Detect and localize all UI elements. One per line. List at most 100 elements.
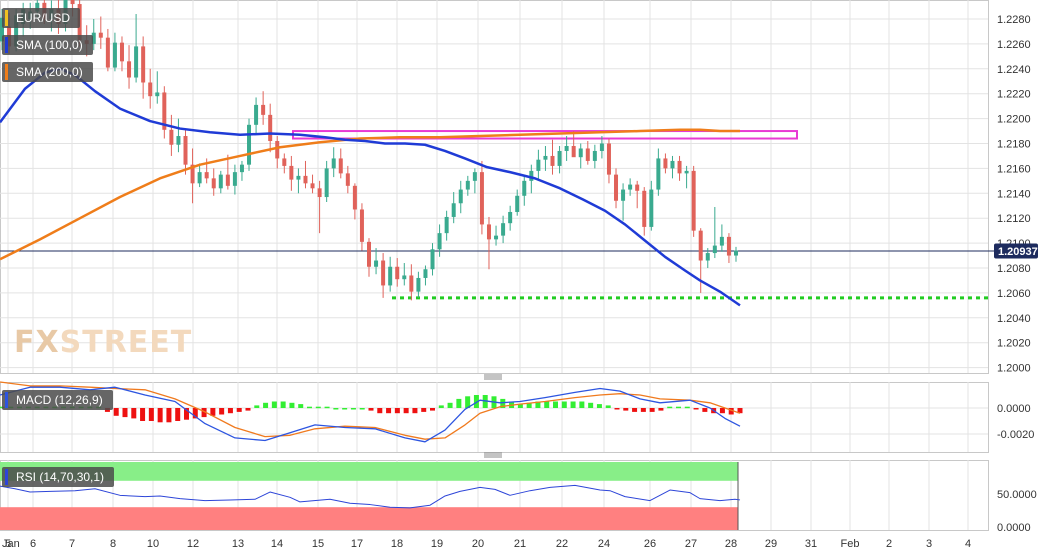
candle-body (324, 168, 329, 198)
sma100-line (0, 67, 741, 307)
price-axis-label: 1.2200 (997, 114, 1031, 126)
candle (564, 136, 569, 161)
price-axis-label: 1.2140 (997, 188, 1031, 200)
candle (705, 248, 710, 268)
macd-histogram-bar (412, 408, 418, 414)
candle-body (557, 150, 562, 166)
macd-histogram-bar (684, 406, 690, 409)
candle-body (0, 17, 4, 42)
candle (211, 168, 216, 196)
candle (190, 148, 195, 204)
legend-macd[interactable]: MACD (12,26,9) (2, 390, 113, 410)
candle (261, 91, 266, 125)
candle (677, 155, 682, 181)
candle (536, 149, 541, 181)
candle (232, 164, 237, 195)
candle-body (550, 155, 555, 166)
price-axis-label: 1.2280 (997, 14, 1031, 26)
candle-body (225, 174, 230, 186)
candle-body (345, 173, 350, 186)
candle (225, 154, 230, 190)
candle-body (105, 37, 110, 68)
macd-histogram-bar (702, 408, 708, 412)
candle-body (232, 172, 237, 186)
macd-panel-frame (0, 382, 989, 453)
macd-histogram-bar (201, 408, 207, 418)
price-axis-label: 1.2160 (997, 163, 1031, 175)
macd-histogram-bar (456, 398, 462, 408)
candle-body (388, 266, 393, 286)
x-tick-label: 12 (187, 538, 199, 550)
candle-body (536, 159, 541, 171)
macd-histogram-bar (245, 408, 251, 411)
candle-body (494, 235, 499, 240)
x-tick-label: 28 (725, 538, 737, 550)
macd-histogram-bar (271, 401, 277, 408)
macd-histogram-bar (280, 401, 286, 408)
candle (239, 160, 244, 181)
candle-body (515, 195, 520, 212)
candle-body (282, 158, 287, 166)
candle-body (522, 180, 527, 196)
legend-sma200[interactable]: SMA (200,0) (2, 62, 93, 82)
candle-body (437, 233, 442, 250)
candle (310, 174, 315, 194)
macd-histogram-bar (632, 408, 638, 412)
legend-rsi[interactable]: RSI (14,70,30,1) (2, 467, 115, 487)
candle (268, 103, 273, 153)
candle-body (451, 203, 456, 217)
macd-histogram-bar (192, 408, 198, 419)
macd-histogram-bar (605, 405, 611, 408)
x-tick-label: 20 (472, 538, 484, 550)
candle (479, 160, 484, 235)
x-tick-label: 24 (598, 538, 610, 550)
candle (324, 160, 329, 203)
macd-histogram-bar (219, 408, 225, 415)
watermark-fx: FX (14, 325, 60, 360)
candle (409, 264, 414, 301)
macd-histogram-bar (254, 405, 260, 408)
candle (134, 14, 139, 83)
macd-histogram-bar (403, 408, 409, 414)
macd-axis-label: -0.0020 (997, 429, 1034, 441)
legend-color-rsi (5, 469, 8, 485)
watermark-street: STREET (60, 325, 193, 360)
legend-eurusd[interactable]: EUR/USD (2, 8, 81, 28)
candle (345, 165, 350, 194)
candle (458, 180, 463, 214)
macd-histogram-bar (175, 408, 181, 421)
x-tick-label: 15 (312, 538, 324, 550)
candle (571, 131, 576, 158)
candle (197, 163, 202, 188)
x-tick-label: 3 (926, 538, 932, 550)
macd-histogram-bar (438, 405, 444, 408)
rsi-axis-label: 50.0000 (997, 489, 1037, 501)
candle (112, 32, 117, 72)
legend-color-eurusd (5, 10, 8, 26)
pane-resize-handles[interactable] (484, 374, 502, 458)
candle-body (127, 61, 132, 78)
candle (592, 144, 597, 169)
macd-histogram-bar (113, 408, 119, 416)
candle-body (35, 2, 40, 12)
x-tick-label: 10 (147, 538, 159, 550)
candle (247, 118, 252, 171)
candle-body (402, 275, 407, 280)
candle-body (508, 211, 513, 224)
candle (642, 187, 647, 236)
candle (141, 36, 146, 99)
candle (359, 203, 364, 251)
legend-color-sma100 (5, 37, 8, 53)
candle-body (317, 188, 322, 198)
gridlines (0, 0, 989, 531)
macd-histogram-bar (579, 401, 585, 408)
x-tick-label: 19 (431, 538, 443, 550)
macd-histogram-bar (535, 401, 541, 408)
price-panel (0, 0, 994, 307)
x-tick-label: 26 (644, 538, 656, 550)
candle (684, 165, 689, 189)
candle-body (726, 236, 731, 256)
price-axis-label: 1.2240 (997, 64, 1031, 76)
legend-sma100[interactable]: SMA (100,0) (2, 35, 93, 55)
candle (726, 233, 731, 264)
